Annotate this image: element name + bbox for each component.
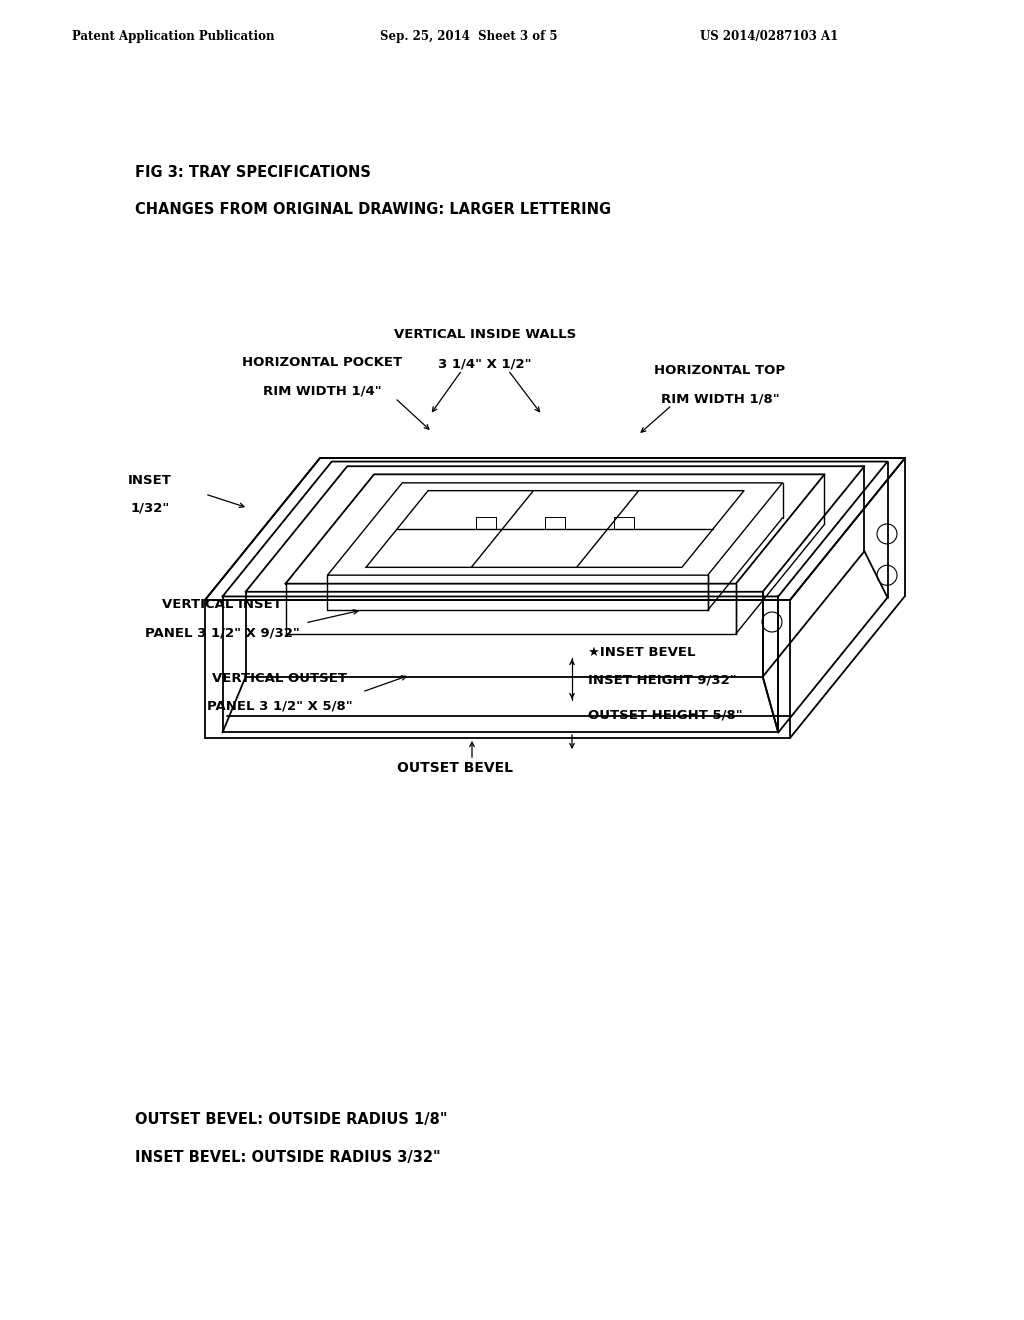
Text: US 2014/0287103 A1: US 2014/0287103 A1 <box>700 30 839 44</box>
Text: HORIZONTAL POCKET: HORIZONTAL POCKET <box>242 355 402 368</box>
Text: Patent Application Publication: Patent Application Publication <box>72 30 274 44</box>
Text: OUTSET HEIGHT 5/8": OUTSET HEIGHT 5/8" <box>588 709 742 722</box>
Text: ★INSET BEVEL: ★INSET BEVEL <box>588 645 695 659</box>
Text: VERTICAL INSET: VERTICAL INSET <box>162 598 282 611</box>
Text: 1/32": 1/32" <box>130 502 170 515</box>
Text: RIM WIDTH 1/4": RIM WIDTH 1/4" <box>263 384 381 397</box>
Text: VERTICAL INSIDE WALLS: VERTICAL INSIDE WALLS <box>394 329 577 342</box>
Text: RIM WIDTH 1/8": RIM WIDTH 1/8" <box>660 392 779 405</box>
Text: FIG 3: TRAY SPECIFICATIONS: FIG 3: TRAY SPECIFICATIONS <box>135 165 371 180</box>
Text: OUTSET BEVEL: OUTSIDE RADIUS 1/8": OUTSET BEVEL: OUTSIDE RADIUS 1/8" <box>135 1111 447 1127</box>
Text: INSET: INSET <box>128 474 172 487</box>
Text: Sep. 25, 2014  Sheet 3 of 5: Sep. 25, 2014 Sheet 3 of 5 <box>380 30 557 44</box>
Text: PANEL 3 1/2" X 9/32": PANEL 3 1/2" X 9/32" <box>144 627 299 639</box>
Text: CHANGES FROM ORIGINAL DRAWING: LARGER LETTERING: CHANGES FROM ORIGINAL DRAWING: LARGER LE… <box>135 202 611 216</box>
Text: 3 1/4" X 1/2": 3 1/4" X 1/2" <box>438 358 531 371</box>
Text: INSET HEIGHT 9/32": INSET HEIGHT 9/32" <box>588 673 736 686</box>
Text: VERTICAL OUTSET: VERTICAL OUTSET <box>213 672 347 685</box>
Text: OUTSET BEVEL: OUTSET BEVEL <box>397 762 513 775</box>
Text: INSET BEVEL: OUTSIDE RADIUS 3/32": INSET BEVEL: OUTSIDE RADIUS 3/32" <box>135 1150 440 1166</box>
Text: HORIZONTAL TOP: HORIZONTAL TOP <box>654 363 785 376</box>
Text: PANEL 3 1/2" X 5/8": PANEL 3 1/2" X 5/8" <box>207 700 353 713</box>
